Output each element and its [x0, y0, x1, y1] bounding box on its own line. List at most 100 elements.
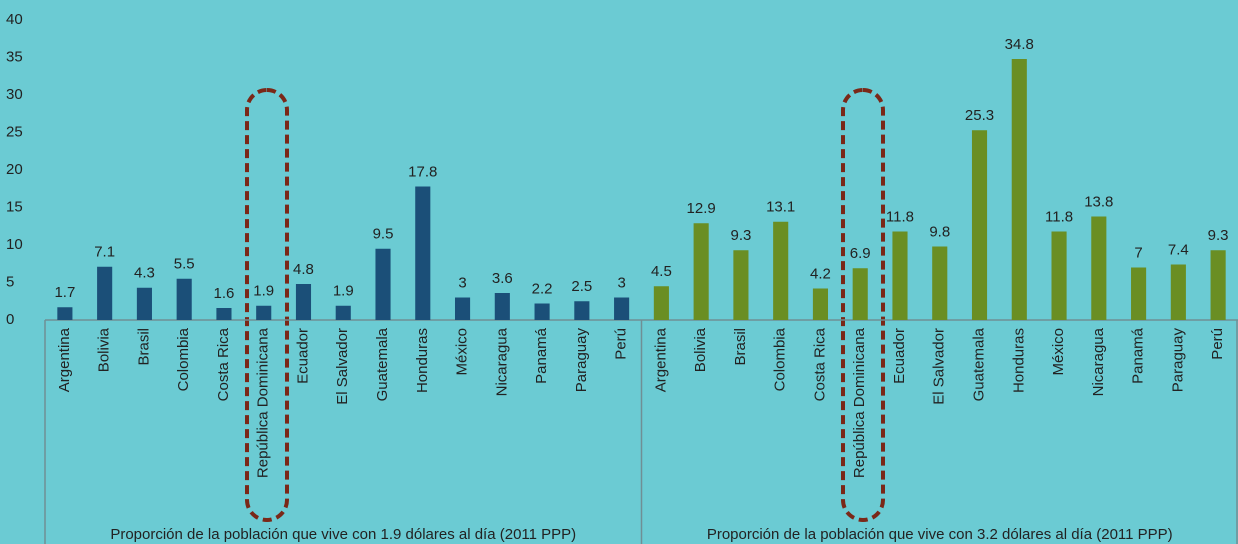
x-tick-label: Honduras	[414, 328, 431, 393]
bar	[932, 246, 948, 320]
data-label: 17.8	[408, 163, 437, 180]
x-tick-label: Paraguay	[1169, 328, 1186, 393]
bar	[494, 293, 510, 320]
bar	[216, 308, 232, 320]
y-tick-label: 0	[6, 311, 14, 328]
bar	[1051, 231, 1067, 320]
x-tick-label: Colombia	[175, 327, 192, 391]
data-label: 1.6	[214, 285, 235, 302]
x-tick-label: Perú	[1209, 328, 1226, 360]
bar	[892, 231, 908, 320]
group-label: Proporción de la población que vive con …	[707, 526, 1173, 543]
bar	[574, 301, 590, 320]
data-label: 1.9	[333, 283, 354, 300]
data-label: 3.6	[492, 270, 513, 287]
data-label: 11.8	[1045, 208, 1073, 225]
data-label: 4.8	[293, 261, 314, 278]
data-label: 4.5	[651, 263, 672, 280]
x-tick-label: Costa Rica	[811, 327, 828, 401]
bar	[693, 223, 709, 320]
data-label: 7	[1134, 244, 1142, 261]
x-tick-label: República Dominicana	[851, 327, 868, 478]
bar	[454, 297, 471, 320]
data-label: 6.9	[850, 245, 871, 262]
data-label: 4.3	[134, 265, 155, 282]
data-label: 13.1	[766, 199, 795, 216]
bar	[1131, 267, 1147, 320]
x-tick-label: Brasil	[135, 328, 152, 366]
x-tick-label: Argentina	[56, 327, 73, 392]
x-tick-label: Panamá	[1130, 327, 1147, 384]
bar	[176, 278, 192, 320]
x-tick-label: Argentina	[652, 327, 669, 392]
x-tick-label: Panamá	[533, 327, 550, 384]
data-label: 1.7	[54, 284, 75, 301]
data-label: 9.5	[373, 226, 394, 243]
x-tick-label: Bolivia	[96, 327, 113, 372]
y-tick-label: 10	[6, 236, 23, 253]
data-label: 7.1	[94, 244, 115, 261]
group-label: Proporción de la población que vive con …	[110, 526, 576, 543]
x-tick-label: Costa Rica	[215, 327, 232, 401]
bar	[415, 186, 431, 320]
bar	[375, 248, 391, 320]
data-label: 13.8	[1084, 193, 1113, 210]
highlight	[245, 88, 289, 522]
x-tick-label: Honduras	[1010, 328, 1027, 393]
y-tick-label: 15	[6, 198, 23, 215]
bar	[614, 297, 630, 320]
data-label: 7.4	[1168, 241, 1189, 258]
data-label: 2.5	[571, 278, 592, 295]
bar	[256, 305, 272, 320]
data-label: 3	[458, 274, 466, 291]
bar	[136, 287, 152, 320]
bar	[1170, 264, 1186, 320]
x-tick-label: Ecuador	[891, 328, 908, 384]
data-label: 9.3	[730, 227, 751, 244]
x-tick-label: Paraguay	[573, 328, 590, 393]
x-tick-label: Colombia	[772, 327, 789, 391]
data-label: 34.8	[1005, 36, 1034, 53]
bar	[57, 307, 73, 320]
data-label: 1.9	[253, 283, 274, 300]
x-tick-label: Perú	[613, 328, 630, 360]
x-tick-label: Brasil	[732, 328, 749, 366]
x-tick-label: Guatemala	[374, 327, 391, 401]
bar	[812, 288, 829, 320]
y-tick-label: 30	[6, 86, 23, 103]
x-tick-label: México	[1050, 328, 1067, 376]
x-tick-label: República Dominicana	[255, 327, 272, 478]
bar	[852, 268, 868, 320]
data-label: 5.5	[174, 256, 195, 273]
bar	[653, 286, 669, 320]
x-tick-label: Nicaragua	[1090, 327, 1107, 396]
x-tick-label: El Salvador	[334, 328, 351, 405]
data-label: 4.2	[810, 265, 831, 282]
bar	[1210, 250, 1226, 320]
data-label: 9.3	[1208, 227, 1229, 244]
bar	[971, 130, 988, 320]
x-tick-label: Bolivia	[692, 327, 709, 372]
y-tick-label: 40	[6, 11, 23, 28]
data-label: 2.2	[532, 280, 553, 297]
bar	[97, 266, 113, 320]
bar	[534, 303, 550, 320]
bar	[295, 284, 312, 320]
data-label: 12.9	[687, 200, 716, 217]
data-label: 3	[617, 274, 625, 291]
x-tick-label: Ecuador	[294, 328, 311, 384]
x-tick-label: México	[454, 328, 471, 376]
bar	[1011, 59, 1027, 320]
data-label: 9.8	[929, 223, 950, 240]
bar	[335, 305, 351, 320]
x-tick-label: El Salvador	[931, 328, 948, 405]
highlight	[841, 88, 885, 522]
y-tick-label: 20	[6, 161, 23, 178]
y-tick-label: 35	[6, 48, 23, 65]
x-tick-label: Nicaragua	[493, 327, 510, 396]
data-label: 25.3	[965, 107, 994, 124]
x-tick-label: Guatemala	[970, 327, 987, 401]
bar	[1091, 216, 1107, 320]
